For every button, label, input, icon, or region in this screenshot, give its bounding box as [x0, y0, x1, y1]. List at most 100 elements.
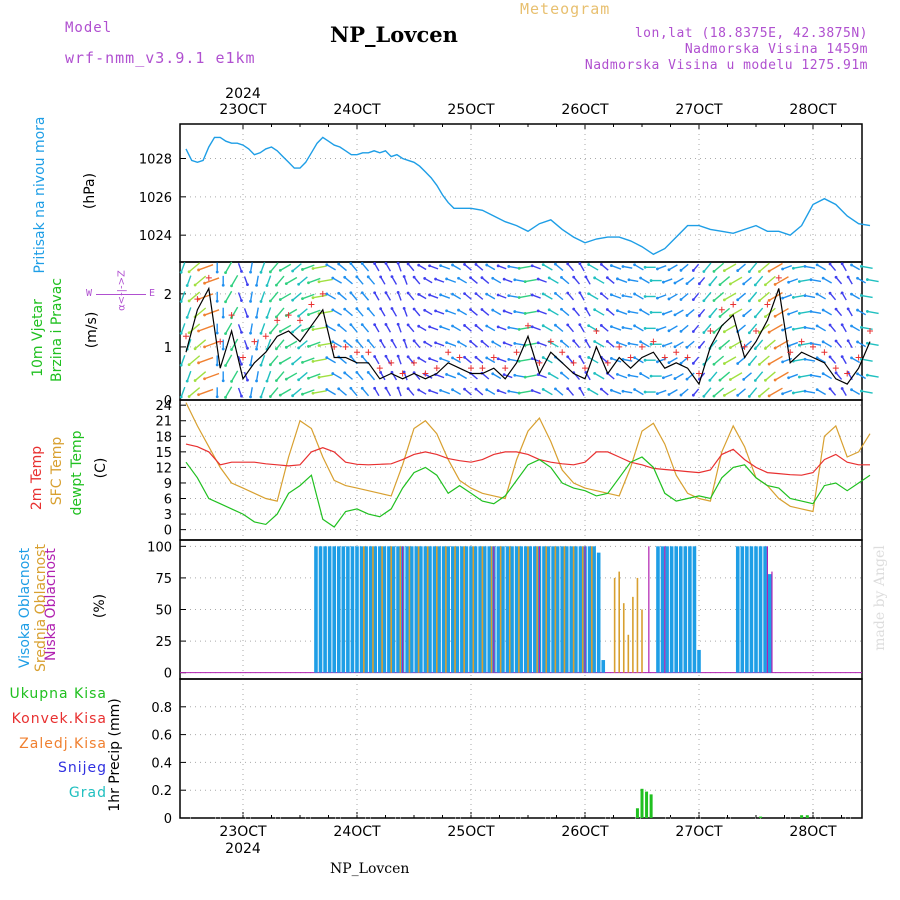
- wind-arrow: [486, 264, 496, 271]
- high-cloud-bar: [450, 546, 455, 673]
- wind-arrow: [657, 294, 667, 299]
- wind-arrow: [418, 325, 427, 332]
- wind-arrow: [567, 263, 575, 272]
- ytick-label: 0: [164, 667, 172, 682]
- wind-arrow-head: [834, 371, 838, 375]
- wind-arrow-head: [655, 328, 659, 332]
- high-cloud-bar: [665, 546, 669, 673]
- wind-arrow-head: [523, 312, 527, 315]
- wind-arrow-head: [856, 308, 859, 312]
- wind-arrow-head: [402, 275, 406, 278]
- wind-arrow-head: [343, 371, 347, 375]
- wind-arrow-head: [278, 393, 282, 397]
- high-cloud-bar: [464, 546, 469, 673]
- low-cloud-bar: [664, 546, 666, 673]
- wind-arrow: [514, 279, 525, 283]
- wind-arrow: [308, 341, 321, 348]
- mid-cloud-bar: [363, 546, 365, 673]
- wind-arrow-head: [463, 324, 466, 327]
- ytick-label: 0.8: [151, 701, 172, 716]
- wind-arrow-head: [673, 377, 677, 380]
- wind-arrow-head: [781, 392, 784, 396]
- wind-arrow-head: [856, 372, 859, 376]
- model-label: Model: [65, 20, 113, 36]
- wind-arrow-head: [781, 328, 784, 332]
- wind-arrow: [188, 323, 201, 334]
- wind-arrow: [198, 264, 214, 271]
- wind-arrow-head: [269, 299, 272, 303]
- gust-marker: [513, 349, 520, 356]
- wind-arrow: [822, 341, 832, 348]
- wind-arrow: [719, 371, 731, 381]
- wind-arrow-head: [291, 362, 295, 366]
- wind-arrow: [663, 342, 673, 347]
- wind-arrow: [686, 340, 695, 348]
- wind-arrow: [548, 277, 559, 284]
- gust-marker: [251, 338, 258, 345]
- gust-marker: [604, 359, 611, 366]
- wind-arrow-head: [221, 315, 225, 319]
- gust-marker: [502, 365, 509, 372]
- gust-marker: [422, 370, 429, 377]
- ytick-label: 0: [164, 394, 172, 409]
- wind-arrow: [269, 262, 279, 273]
- wind-arrow: [188, 262, 201, 273]
- wind-arrow: [180, 262, 186, 273]
- wind-arrow: [285, 308, 298, 317]
- wind-arrow-head: [541, 324, 545, 328]
- gust-marker: [297, 317, 303, 324]
- wind-arrow: [440, 294, 451, 299]
- wind-arrow: [782, 294, 793, 299]
- wind-arrow: [594, 372, 605, 380]
- wind-arrow: [492, 277, 502, 284]
- wind-arrow: [525, 278, 537, 283]
- wind-arrow-head: [301, 297, 304, 301]
- wind-arrow-head: [317, 280, 321, 284]
- wind-arrow-head: [530, 264, 534, 268]
- wind-arrow-head: [331, 276, 335, 280]
- wind-arrow-head: [445, 341, 448, 344]
- wind-arrow-head: [513, 342, 517, 345]
- wind-arrow: [279, 263, 292, 271]
- wind-arrow: [344, 308, 353, 317]
- wind-arrow-head: [406, 291, 410, 295]
- wind-arrow: [851, 264, 861, 271]
- wind-arrow: [793, 265, 804, 269]
- wind-arrow: [418, 293, 427, 300]
- wind-arrow-head: [610, 264, 613, 267]
- wind-arrow: [302, 389, 315, 395]
- wind-arrow: [475, 324, 484, 332]
- wind-arrow: [730, 372, 743, 381]
- wind-arrow: [674, 277, 684, 284]
- ytick-label: 3: [164, 508, 172, 523]
- wind-arrow-head: [599, 263, 603, 266]
- wind-arrow-head: [840, 291, 844, 295]
- wind-arrow-head: [859, 294, 863, 297]
- wind-arrow: [492, 309, 502, 316]
- wind-arrow: [835, 276, 843, 285]
- high-cloud-bar: [336, 546, 341, 673]
- wind-arrow-head: [307, 345, 310, 348]
- wind-arrow: [514, 342, 525, 346]
- wind-arrow: [435, 373, 445, 379]
- wind-arrow: [380, 340, 386, 349]
- wind-arrow: [810, 310, 822, 314]
- gust-marker: [479, 365, 486, 372]
- wind-arrow-head: [541, 387, 545, 391]
- wind-arrow: [285, 340, 298, 348]
- wind-arrow-head: [828, 291, 832, 295]
- wind-arrow-head: [547, 276, 551, 280]
- wind-arrow: [606, 340, 615, 348]
- high-cloud-bar: [596, 552, 601, 673]
- wind-arrow-head: [697, 282, 701, 286]
- gust-marker: [228, 312, 235, 319]
- wind-arrow: [338, 292, 347, 301]
- wind-arrow: [397, 387, 402, 397]
- wind-arrow: [230, 370, 239, 382]
- high-cloud-bar: [473, 546, 478, 673]
- wind-arrow: [542, 388, 553, 396]
- gust-marker: [696, 370, 702, 377]
- wind-arrow-head: [396, 261, 400, 265]
- wind-arrow-head: [384, 291, 388, 295]
- wind-arrow-head: [599, 387, 603, 391]
